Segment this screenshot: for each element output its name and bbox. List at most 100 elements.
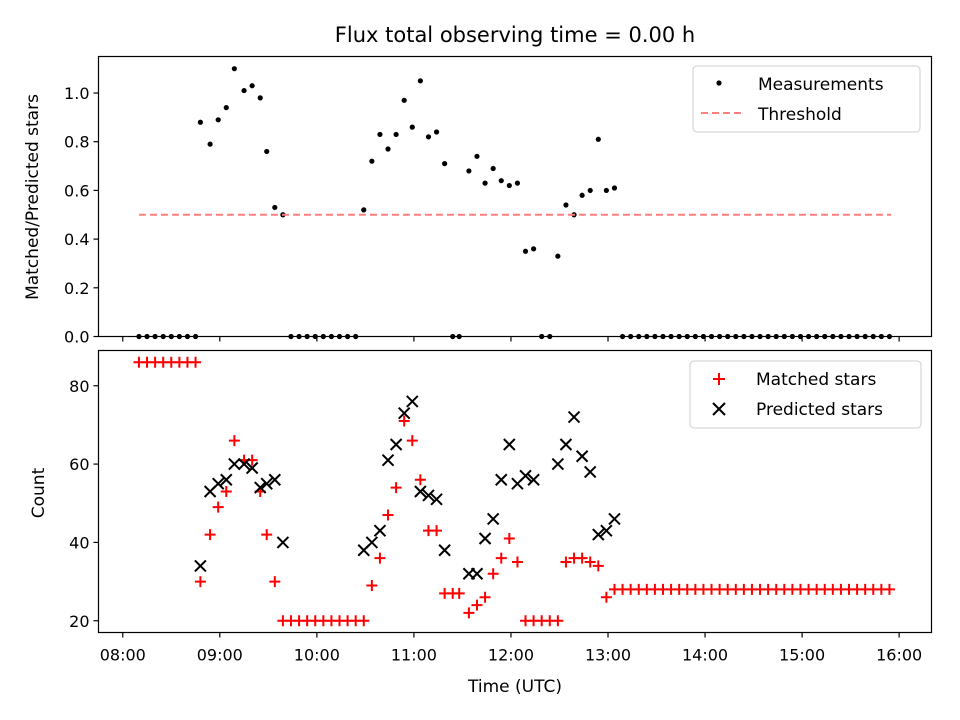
- measurements-point: [369, 158, 375, 164]
- matched-stars-point: [261, 529, 273, 541]
- predicted-stars-point: [228, 457, 241, 471]
- predicted-stars-point: [495, 473, 508, 486]
- matched-stars-point: [414, 474, 426, 486]
- matched-stars-point: [503, 533, 515, 544]
- top-chart-title: Flux total observing time = 0.00 h: [335, 23, 695, 47]
- matched-stars-point: [883, 583, 895, 595]
- legend-threshold-label: Threshold: [757, 105, 842, 125]
- measurements-point: [264, 148, 270, 155]
- bottom-x-axis-label: Time (UTC): [467, 677, 562, 697]
- predicted-stars-point: [414, 485, 427, 498]
- y-tick-label: 60: [69, 455, 89, 474]
- bottom-legend: Matched stars Predicted stars: [689, 360, 922, 429]
- predicted-stars-point: [276, 536, 290, 549]
- measurements-point: [215, 117, 221, 123]
- predicted-stars-point: [567, 410, 581, 424]
- measurements-point: [563, 202, 569, 208]
- legend-measurements-marker: [716, 80, 722, 86]
- matched-stars-point: [204, 529, 216, 541]
- measurements-point: [207, 141, 213, 147]
- top-panel: Flux total observing time = 0.00 h Match…: [23, 23, 933, 347]
- measurements-point: [197, 119, 204, 125]
- x-tick-label: 15:00: [779, 646, 825, 665]
- predicted-stars-point: [260, 477, 273, 490]
- measurements-point: [482, 180, 488, 186]
- predicted-stars-point: [389, 438, 403, 451]
- predicted-stars-point: [503, 438, 516, 451]
- y-tick-label: 1.0: [64, 84, 89, 103]
- predicted-stars-point: [519, 469, 532, 483]
- bottom-panel: Count Time (UTC) 20 40 60 80 08:00 09:00 10:00…: [29, 349, 933, 697]
- measurements-point: [514, 180, 521, 186]
- measurements-point: [361, 207, 367, 213]
- legend-predicted-marker: [712, 402, 726, 416]
- x-tick-label: 16:00: [876, 646, 922, 665]
- matched-stars-point: [374, 552, 386, 564]
- legend-matched-label: Matched stars: [756, 370, 876, 390]
- measurements-point: [425, 134, 432, 140]
- x-tick-label: 13:00: [585, 646, 631, 665]
- matched-stars-point: [358, 615, 370, 627]
- predicted-stars-point: [551, 457, 565, 471]
- bottom-legend-box: [689, 360, 922, 429]
- matched-stars-point: [592, 560, 604, 572]
- y-tick-label: 0.0: [64, 328, 89, 347]
- matched-stars-point: [584, 556, 596, 568]
- measurements-point: [442, 161, 448, 167]
- matched-stars-point: [190, 356, 202, 368]
- measurements-point: [385, 146, 391, 152]
- bottom-axes-frame: [97, 349, 933, 634]
- matched-stars-point: [398, 415, 410, 427]
- top-axes-frame: [97, 55, 933, 338]
- matched-stars-point: [471, 599, 483, 611]
- legend-measurements-label: Measurements: [758, 75, 884, 95]
- measurements-point: [498, 178, 504, 184]
- predicted-stars-point: [608, 512, 621, 526]
- predicted-stars-point: [527, 473, 540, 486]
- bottom-plot-area: 20 40 60 80 08:00 09:00 10:00 11:00 12:00 13:00 14…: [69, 356, 922, 665]
- matched-stars-point: [228, 435, 240, 447]
- measurements-point: [257, 95, 263, 101]
- predicted-stars-point: [245, 461, 259, 475]
- matched-stars-point: [576, 552, 588, 564]
- matched-stars-point: [406, 435, 418, 447]
- matched-stars-point: [431, 525, 443, 537]
- matched-stars-point: [453, 587, 465, 599]
- measurements-point: [579, 192, 585, 198]
- predicted-stars-point: [211, 477, 225, 490]
- y-tick-label: 0.4: [64, 230, 89, 249]
- x-tick-label: 11:00: [391, 646, 437, 665]
- matched-stars-point: [463, 607, 475, 619]
- legend-predicted-label: Predicted stars: [756, 400, 883, 420]
- y-tick-label: 20: [69, 612, 89, 631]
- matched-stars-point: [390, 482, 402, 494]
- legend-matched-marker: [713, 373, 725, 385]
- x-tick-label: 08:00: [100, 646, 146, 665]
- predicted-stars-point: [575, 450, 589, 463]
- matched-stars-point: [366, 580, 378, 591]
- measurements-point: [466, 168, 472, 174]
- measurements-point: [522, 248, 529, 254]
- matched-stars-point: [552, 615, 564, 627]
- predicted-stars-point: [584, 465, 597, 479]
- matched-stars-point: [600, 591, 612, 603]
- predicted-stars-point: [220, 473, 233, 486]
- matched-stars-point: [511, 556, 523, 568]
- x-tick-label: 14:00: [682, 646, 728, 665]
- matched-stars-point: [487, 568, 499, 580]
- measurements-point: [223, 105, 229, 111]
- predicted-stars-point: [592, 528, 605, 541]
- predicted-stars-point: [559, 438, 573, 451]
- y-tick-label: 0.8: [64, 133, 89, 152]
- predicted-stars-point: [438, 544, 451, 557]
- measurements-point: [241, 87, 247, 94]
- top-legend: Measurements Threshold: [692, 65, 921, 133]
- matched-stars-point: [212, 501, 224, 513]
- measurements-point: [272, 204, 278, 211]
- top-legend-box: [692, 65, 921, 133]
- measurements-point: [555, 253, 561, 259]
- predicted-stars-point: [373, 524, 387, 537]
- predicted-stars-point: [470, 567, 484, 580]
- measurements-point: [603, 187, 609, 194]
